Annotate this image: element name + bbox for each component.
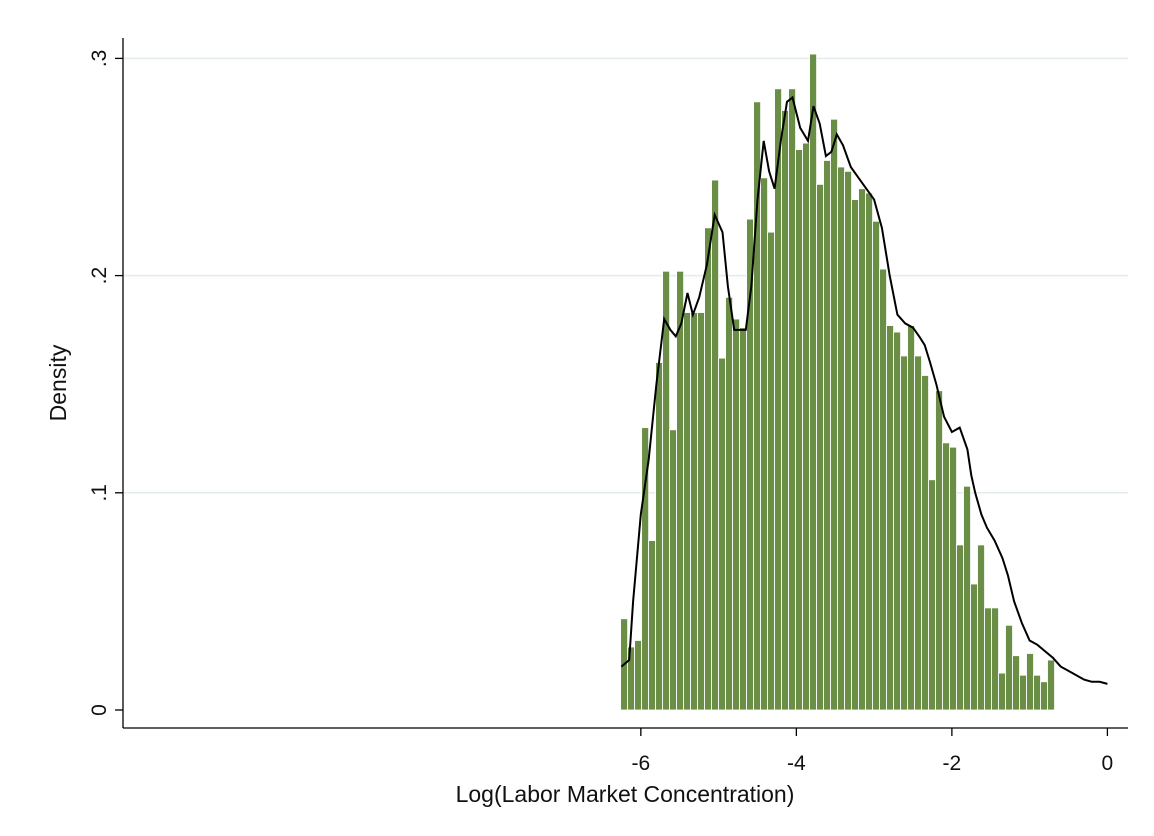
y-axis-title: Density — [45, 344, 71, 421]
histogram-bar — [928, 479, 936, 711]
histogram-bar — [837, 166, 845, 711]
histogram-bar — [942, 442, 950, 711]
histogram-bar — [963, 485, 971, 711]
histogram-bar — [886, 325, 894, 711]
histogram-bar — [900, 355, 908, 711]
histogram-bar — [984, 607, 992, 711]
histogram-bar — [977, 544, 985, 711]
histogram-bar — [844, 170, 852, 711]
histogram-bar — [816, 183, 824, 711]
histogram-bar — [872, 220, 880, 711]
histogram-bar — [676, 270, 685, 711]
histogram-bar — [662, 270, 671, 711]
x-tick-label: 0 — [1102, 752, 1114, 775]
histogram-bar — [683, 312, 692, 711]
histogram-bar — [753, 101, 761, 711]
histogram-bar — [725, 296, 733, 711]
x-tick-label: -4 — [787, 752, 806, 775]
histogram-bar — [907, 325, 915, 711]
histogram-bar — [1012, 655, 1020, 711]
histogram-bar — [732, 318, 740, 711]
histogram-bar — [669, 429, 678, 711]
histogram-bar — [1047, 659, 1055, 711]
histogram-bar — [914, 355, 922, 711]
histogram-bars — [620, 53, 1055, 711]
histogram-bar — [648, 540, 657, 711]
histogram-bar — [1026, 653, 1034, 711]
y-tick-label: 0 — [88, 704, 111, 716]
histogram-bar — [634, 640, 643, 711]
histogram-bar — [690, 312, 699, 711]
histogram-bar — [1040, 681, 1048, 711]
histogram-bar — [851, 199, 859, 711]
x-tick-label: -2 — [943, 752, 962, 775]
histogram-bar — [893, 331, 901, 711]
histogram-bar — [949, 446, 957, 711]
histogram-bar — [1005, 624, 1013, 711]
y-tick-label: .2 — [88, 267, 111, 285]
histogram-bar — [809, 53, 817, 711]
histogram-bar — [739, 327, 747, 711]
histogram-bar — [795, 149, 803, 711]
histogram-bar — [956, 544, 964, 711]
histogram-bar — [697, 312, 706, 711]
y-tick-label: .3 — [88, 50, 111, 68]
histogram-bar — [767, 231, 775, 711]
histogram-bar — [858, 188, 866, 711]
histogram-bar — [991, 607, 999, 711]
histogram-bar — [655, 362, 664, 711]
histogram-bar — [760, 177, 768, 711]
histogram-bar — [802, 142, 810, 711]
histogram-bar — [781, 110, 789, 711]
x-axis-ticks: -6 -4 -2 0 — [631, 728, 1113, 775]
histogram-bar — [823, 160, 831, 711]
histogram-bar — [788, 88, 796, 711]
histogram-bar — [1019, 674, 1027, 711]
y-tick-label: .1 — [88, 484, 111, 502]
grid-lines — [124, 57, 1128, 494]
histogram-bar — [921, 375, 929, 711]
histogram-bar — [998, 672, 1006, 711]
histogram-bar — [970, 583, 978, 711]
x-tick-label: -6 — [631, 752, 650, 775]
histogram-bar — [718, 357, 726, 711]
histogram-bar — [704, 227, 713, 711]
histogram-bar — [865, 192, 873, 711]
kernel-density-line — [620, 95, 1108, 685]
histogram-bar — [711, 179, 720, 711]
histogram-bar — [1033, 674, 1041, 711]
x-axis-title: Log(Labor Market Concentration) — [456, 781, 795, 807]
histogram-bar — [830, 118, 838, 711]
histogram-bar — [879, 268, 887, 711]
y-axis-ticks: 0 .1 .2 .3 — [88, 50, 123, 716]
histogram-bar — [935, 390, 943, 711]
